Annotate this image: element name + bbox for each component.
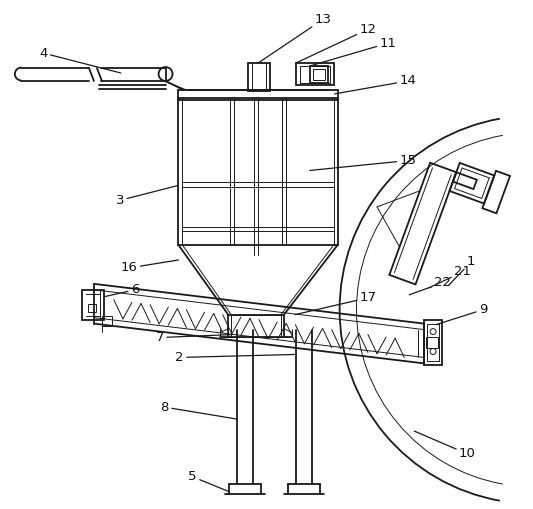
Bar [82, 290, 104, 320]
Bar [300, 66, 329, 83]
Text: 15: 15 [310, 154, 416, 171]
Text: 16: 16 [121, 260, 179, 274]
Bar [313, 69, 325, 80]
Text: 12: 12 [296, 23, 376, 63]
Text: 1: 1 [449, 256, 475, 285]
Text: 7: 7 [156, 331, 232, 344]
Text: 4: 4 [39, 47, 121, 73]
Text: 11: 11 [310, 37, 397, 66]
Text: 6: 6 [104, 284, 139, 297]
Text: 21: 21 [429, 265, 471, 288]
Text: 22: 22 [409, 276, 451, 295]
Text: 9: 9 [436, 303, 487, 325]
Bar [179, 90, 337, 100]
Text: 5: 5 [189, 470, 229, 492]
Text: 17: 17 [295, 291, 376, 315]
Bar [88, 304, 96, 312]
Bar [427, 324, 439, 361]
Bar [310, 66, 328, 83]
Bar [102, 316, 112, 326]
Bar [248, 63, 270, 91]
Text: 14: 14 [335, 74, 416, 94]
Text: 13: 13 [258, 13, 332, 63]
Bar [424, 320, 442, 365]
Text: 10: 10 [414, 431, 476, 461]
Text: 8: 8 [160, 401, 237, 419]
Text: 3: 3 [116, 185, 179, 207]
Bar [296, 63, 334, 85]
Bar [426, 336, 438, 349]
Text: 2: 2 [175, 351, 296, 364]
